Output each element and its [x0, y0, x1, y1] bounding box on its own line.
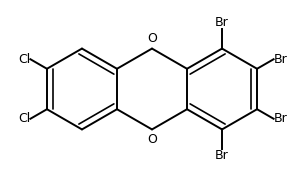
Text: O: O	[147, 133, 157, 146]
Text: Br: Br	[274, 53, 287, 66]
Text: O: O	[147, 32, 157, 45]
Text: Br: Br	[215, 148, 229, 161]
Text: Cl: Cl	[18, 112, 30, 125]
Text: Br: Br	[274, 112, 287, 125]
Text: Cl: Cl	[18, 53, 30, 66]
Text: Br: Br	[215, 17, 229, 30]
